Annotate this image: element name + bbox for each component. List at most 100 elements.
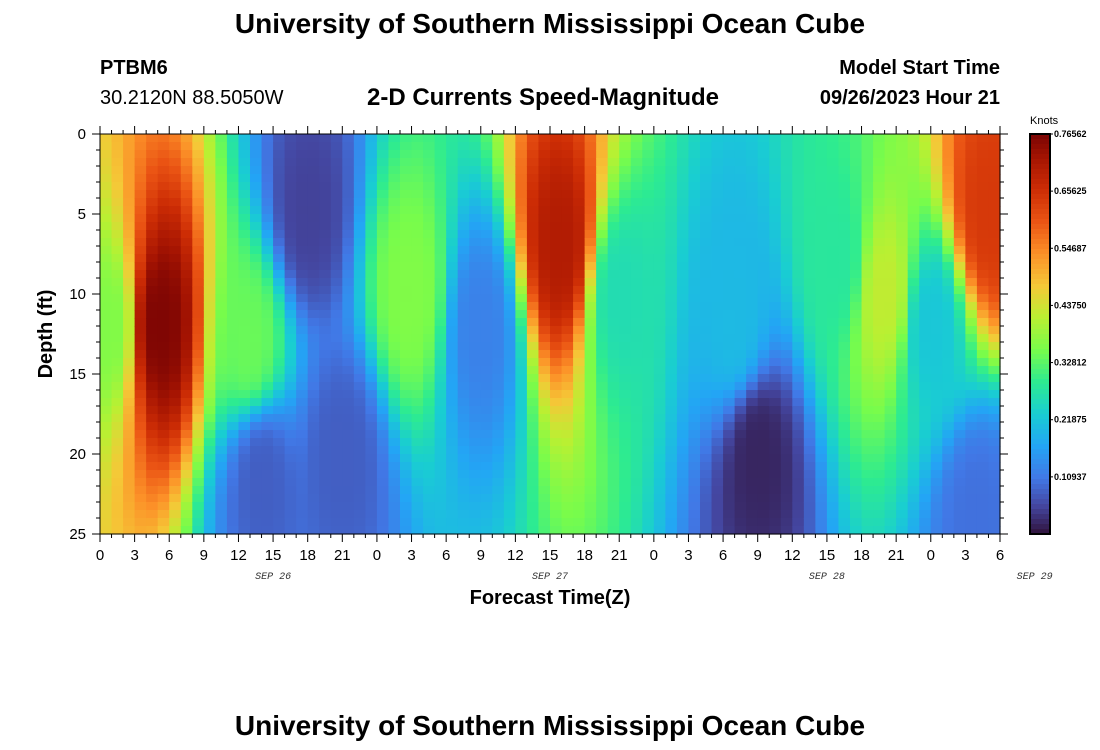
heatmap-cell [411,302,424,311]
heatmap-cell [942,182,955,191]
heatmap-cell [146,190,159,199]
heatmap-cell [688,494,701,503]
heatmap-cell [746,254,759,263]
heatmap-cell [238,182,251,191]
heatmap-cell [734,222,747,231]
heatmap-cell [192,326,205,335]
heatmap-cell [146,182,159,191]
heatmap-cell [100,454,113,463]
heatmap-cell [573,174,586,183]
heatmap-cell [688,142,701,151]
heatmap-cell [273,182,286,191]
heatmap-cell [780,222,793,231]
heatmap-cell [457,206,470,215]
colorbar-segment [1030,499,1050,505]
heatmap-cell [850,342,863,351]
heatmap-cell [538,206,551,215]
colorbar-segment [1030,174,1050,180]
heatmap-cell [365,270,378,279]
heatmap-cell [584,526,597,535]
heatmap-cell [296,414,309,423]
heatmap-cell [469,222,482,231]
heatmap-cell [330,326,343,335]
heatmap-cell [965,142,978,151]
heatmap-cell [100,350,113,359]
heatmap-cell [446,182,459,191]
heatmap-cell [734,462,747,471]
heatmap-cell [757,230,770,239]
heatmap-cell [526,190,540,199]
heatmap-cell [434,454,447,463]
heatmap-cell [100,422,113,431]
heatmap-cell [861,518,874,527]
heatmap-cell [538,414,551,423]
heatmap-cell [700,134,713,143]
heatmap-cell [838,454,851,463]
heatmap-cell [111,406,124,415]
heatmap-cell [630,494,643,503]
heatmap-cell [861,438,874,447]
heatmap-cell [192,446,205,455]
heatmap-cell [307,502,320,511]
heatmap-cell [353,382,366,391]
heatmap-cell [930,470,943,479]
heatmap-cell [284,406,297,415]
heatmap-cell [342,494,355,503]
heatmap-cell [930,214,943,223]
heatmap-cell [446,430,459,439]
colorbar-segment [1030,464,1050,470]
heatmap-cell [434,510,447,519]
heatmap-cell [700,406,713,415]
heatmap-cell [215,142,228,151]
heatmap-cell [873,190,886,199]
heatmap-cell [676,214,690,223]
heatmap-cell [100,262,113,271]
heatmap-cell [988,342,1001,351]
heatmap-cell [780,406,793,415]
heatmap-cell [850,142,863,151]
heatmap-cell [376,246,390,255]
heatmap-cell [815,238,828,247]
heatmap-cell [930,286,943,295]
heatmap-cell [976,494,990,503]
heatmap-cell [607,326,620,335]
heatmap-cell [180,486,193,495]
heatmap-cell [642,142,655,151]
heatmap-cell [134,238,147,247]
heatmap-cell [607,174,620,183]
heatmap-cell [503,134,516,143]
heatmap-cell [284,230,297,239]
heatmap-cell [296,406,309,415]
heatmap-cell [642,414,655,423]
heatmap-cell [919,198,932,207]
heatmap-cell [965,494,978,503]
heatmap-cell [250,326,263,335]
heatmap-cell [907,470,920,479]
heatmap-cell [976,502,990,511]
heatmap-cell [526,222,540,231]
heatmap-cell [284,246,297,255]
heatmap-cell [838,510,851,519]
heatmap-cell [700,390,713,399]
heatmap-cell [561,502,574,511]
heatmap-cell [123,334,136,343]
heatmap-cell [330,454,343,463]
heatmap-cell [653,326,666,335]
heatmap-cell [919,206,932,215]
heatmap-cell [630,142,643,151]
heatmap-cell [769,446,782,455]
heatmap-cell [215,310,228,319]
heatmap-cell [123,438,136,447]
heatmap-cell [734,502,747,511]
heatmap-cell [400,158,413,167]
heatmap-cell [584,518,597,527]
heatmap-cell [250,150,263,159]
heatmap-cell [734,230,747,239]
heatmap-cell [376,318,390,327]
heatmap-cell [411,398,424,407]
heatmap-cell [619,294,632,303]
heatmap-cell [942,142,955,151]
heatmap-cell [815,302,828,311]
heatmap-cell [192,190,205,199]
heatmap-cell [792,174,805,183]
